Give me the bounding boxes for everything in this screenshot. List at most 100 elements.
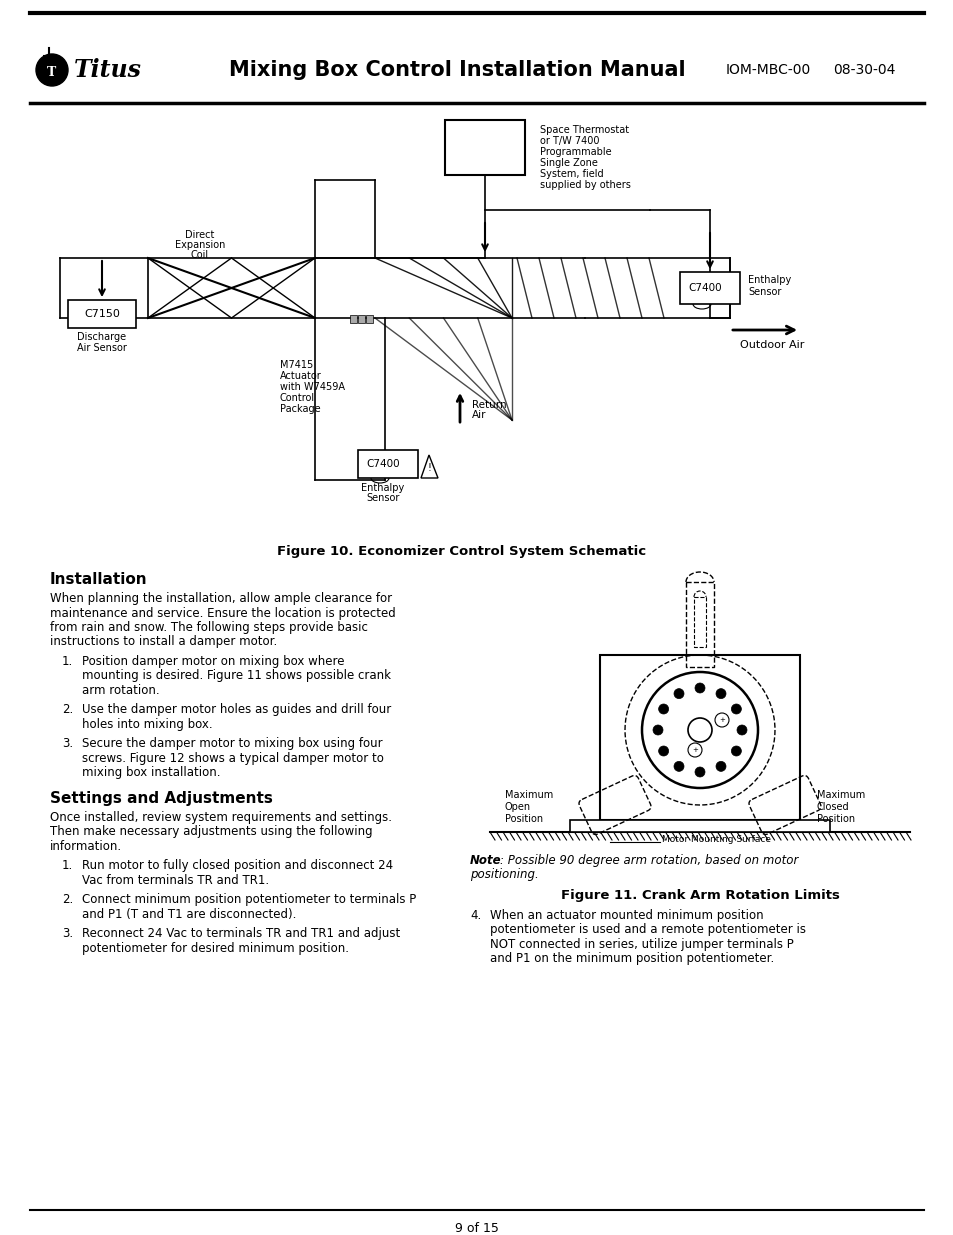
Text: 2.: 2. [62, 893, 73, 906]
Text: 3.: 3. [62, 927, 73, 941]
Text: Note: Note [470, 853, 501, 867]
Text: mixing box installation.: mixing box installation. [82, 767, 220, 779]
Text: potentiometer is used and a remote potentiometer is: potentiometer is used and a remote poten… [490, 924, 805, 936]
Text: Expansion: Expansion [174, 240, 225, 249]
Text: Reconnect 24 Vac to terminals TR and TR1 and adjust: Reconnect 24 Vac to terminals TR and TR1… [82, 927, 400, 941]
Text: 1.: 1. [62, 655, 73, 668]
Text: 9 of 15: 9 of 15 [455, 1221, 498, 1235]
Text: IOM-MBC-00: IOM-MBC-00 [725, 63, 810, 77]
Text: +: + [691, 747, 698, 753]
Text: and P1 (T and T1 are disconnected).: and P1 (T and T1 are disconnected). [82, 908, 296, 921]
Text: 1.: 1. [62, 860, 73, 872]
Circle shape [714, 713, 728, 727]
Circle shape [673, 689, 683, 699]
Bar [68, 300, 136, 329]
Text: NOT connected in series, utilize jumper terminals P: NOT connected in series, utilize jumper … [490, 939, 793, 951]
Text: supplied by others: supplied by others [539, 180, 630, 190]
Text: Programmable: Programmable [539, 147, 611, 157]
Text: Then make necessary adjustments using the following: Then make necessary adjustments using th… [50, 825, 373, 839]
Circle shape [716, 761, 725, 772]
Text: Sensor: Sensor [747, 287, 781, 296]
Text: maintenance and service. Ensure the location is protected: maintenance and service. Ensure the loca… [50, 606, 395, 620]
Bar [366, 315, 373, 324]
Text: Position: Position [504, 814, 542, 824]
Text: !: ! [427, 463, 431, 473]
Text: Actuator: Actuator [280, 370, 321, 382]
Text: 08-30-04: 08-30-04 [832, 63, 895, 77]
Text: Open: Open [504, 802, 531, 811]
Text: C7150: C7150 [84, 309, 120, 319]
Text: Coil: Coil [191, 249, 209, 261]
Text: Use the damper motor holes as guides and drill four: Use the damper motor holes as guides and… [82, 704, 391, 716]
Circle shape [658, 746, 668, 756]
Text: Direct: Direct [185, 230, 214, 240]
Text: Sensor: Sensor [366, 493, 399, 503]
Text: Discharge: Discharge [77, 332, 127, 342]
Text: potentiometer for desired minimum position.: potentiometer for desired minimum positi… [82, 942, 349, 955]
Bar [357, 315, 365, 324]
Text: screws. Figure 12 shows a typical damper motor to: screws. Figure 12 shows a typical damper… [82, 752, 383, 764]
Circle shape [737, 725, 746, 735]
Text: Figure 11. Crank Arm Rotation Limits: Figure 11. Crank Arm Rotation Limits [560, 889, 839, 902]
Text: Maximum: Maximum [504, 790, 553, 800]
Text: Run motor to fully closed position and disconnect 24: Run motor to fully closed position and d… [82, 860, 393, 872]
Circle shape [36, 54, 68, 86]
Bar [569, 820, 829, 832]
Text: Single Zone: Single Zone [539, 158, 598, 168]
Bar [693, 597, 705, 647]
Circle shape [731, 704, 740, 714]
Text: mounting is desired. Figure 11 shows possible crank: mounting is desired. Figure 11 shows pos… [82, 669, 391, 683]
Bar [350, 315, 356, 324]
Text: instructions to install a damper motor.: instructions to install a damper motor. [50, 636, 277, 648]
Bar [685, 582, 713, 667]
Text: When planning the installation, allow ample clearance for: When planning the installation, allow am… [50, 592, 392, 605]
Text: positioning.: positioning. [470, 868, 538, 882]
Circle shape [695, 767, 704, 777]
Bar [444, 120, 524, 175]
Text: +: + [719, 718, 724, 722]
Text: : Possible 90 degree arm rotation, based on motor: : Possible 90 degree arm rotation, based… [499, 853, 798, 867]
Text: System, field: System, field [539, 169, 603, 179]
Text: Enthalpy: Enthalpy [361, 483, 404, 493]
Bar [599, 655, 800, 820]
Text: Settings and Adjustments: Settings and Adjustments [50, 790, 273, 806]
Text: Air Sensor: Air Sensor [77, 343, 127, 353]
Text: Secure the damper motor to mixing box using four: Secure the damper motor to mixing box us… [82, 737, 382, 751]
Text: 3.: 3. [62, 737, 73, 751]
Text: and P1 on the minimum position potentiometer.: and P1 on the minimum position potentiom… [490, 952, 774, 966]
Text: holes into mixing box.: holes into mixing box. [82, 718, 213, 731]
Text: 4.: 4. [470, 909, 480, 923]
Text: Control: Control [280, 393, 314, 403]
Text: or T/W 7400: or T/W 7400 [539, 136, 598, 146]
Text: Titus: Titus [74, 58, 142, 82]
Text: Motor Mounting Surface: Motor Mounting Surface [661, 836, 770, 845]
Text: Air: Air [472, 410, 486, 420]
Text: information.: information. [50, 840, 122, 853]
Text: M7415: M7415 [280, 359, 313, 370]
Circle shape [695, 683, 704, 693]
Text: Position damper motor on mixing box where: Position damper motor on mixing box wher… [82, 655, 344, 668]
Text: 2.: 2. [62, 704, 73, 716]
Text: T: T [48, 65, 56, 79]
Text: Closed: Closed [816, 802, 849, 811]
Circle shape [716, 689, 725, 699]
Text: Return: Return [472, 400, 506, 410]
Circle shape [652, 725, 662, 735]
Text: Mixing Box Control Installation Manual: Mixing Box Control Installation Manual [229, 61, 684, 80]
Text: Position: Position [816, 814, 854, 824]
Text: Once installed, review system requirements and settings.: Once installed, review system requiremen… [50, 811, 392, 824]
Circle shape [687, 743, 701, 757]
Polygon shape [420, 454, 437, 478]
Text: When an actuator mounted minimum position: When an actuator mounted minimum positio… [490, 909, 762, 923]
Text: Figure 10. Economizer Control System Schematic: Figure 10. Economizer Control System Sch… [277, 545, 646, 558]
Text: with W7459A: with W7459A [280, 382, 345, 391]
Circle shape [731, 746, 740, 756]
Bar [679, 272, 740, 304]
Text: Connect minimum position potentiometer to terminals P: Connect minimum position potentiometer t… [82, 893, 416, 906]
Circle shape [658, 704, 668, 714]
Text: C7400: C7400 [366, 459, 399, 469]
Text: arm rotation.: arm rotation. [82, 684, 159, 697]
Text: from rain and snow. The following steps provide basic: from rain and snow. The following steps … [50, 621, 368, 634]
Bar [357, 450, 417, 478]
Text: Package: Package [280, 404, 320, 414]
